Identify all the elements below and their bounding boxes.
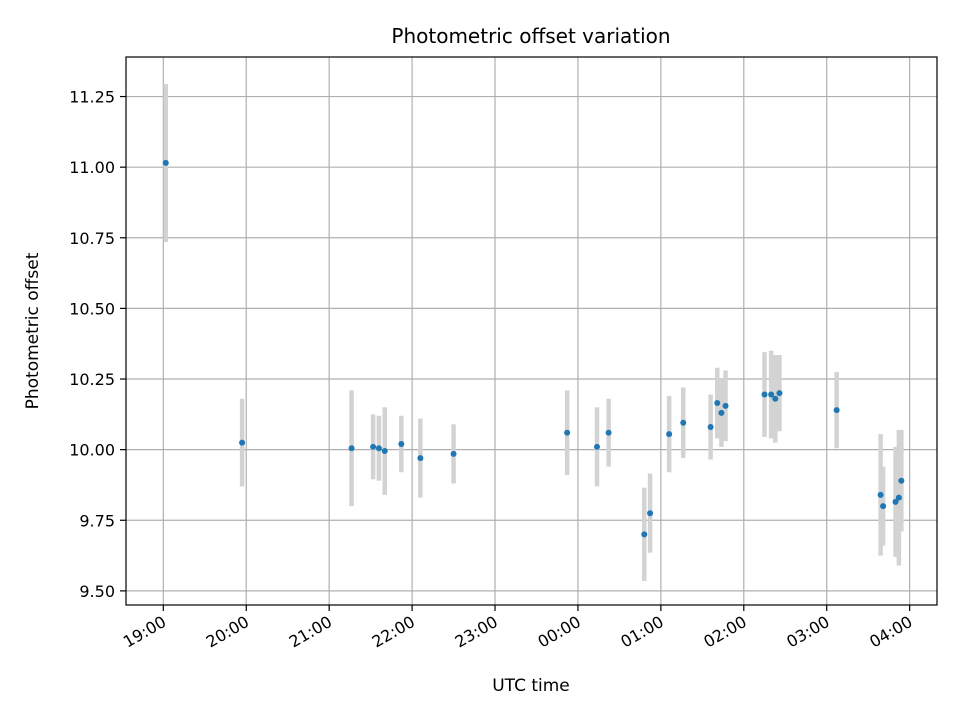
- data-point: [768, 391, 775, 398]
- data-point: [898, 477, 905, 484]
- data-point: [417, 455, 424, 462]
- data-point: [880, 503, 887, 510]
- data-point: [398, 440, 405, 447]
- data-point: [772, 395, 779, 402]
- data-point: [895, 494, 902, 501]
- data-point: [892, 498, 899, 505]
- data-point: [707, 424, 714, 431]
- data-point: [348, 445, 355, 452]
- data-point: [877, 491, 884, 498]
- data-point: [564, 429, 571, 436]
- data-point: [375, 445, 382, 452]
- y-tick-label: 10.75: [69, 229, 115, 248]
- y-tick-label: 11.25: [69, 88, 115, 107]
- data-point: [370, 443, 377, 450]
- data-points: [162, 159, 905, 538]
- y-axis-ticks: 9.50 9.75 10.00 10.25 10.50 10.75 11.00 11.25: [69, 88, 126, 601]
- data-point: [605, 429, 612, 436]
- data-point: [722, 402, 729, 409]
- chart-title: Photometric offset variation: [391, 24, 670, 48]
- x-axis-label: UTC time: [492, 676, 570, 696]
- data-point: [647, 510, 654, 517]
- data-point: [761, 391, 768, 398]
- y-axis-label: Photometric offset: [23, 252, 43, 409]
- y-tick-label: 9.50: [79, 582, 115, 601]
- data-point: [381, 448, 388, 455]
- grid: [126, 57, 937, 605]
- data-point: [776, 390, 783, 397]
- data-point: [594, 443, 601, 450]
- data-point: [162, 159, 169, 166]
- y-tick-label: 10.50: [69, 299, 115, 318]
- y-tick-label: 11.00: [69, 158, 115, 177]
- y-tick-label: 9.75: [79, 511, 115, 530]
- data-point: [714, 400, 721, 407]
- data-point: [680, 419, 687, 426]
- data-point: [718, 409, 725, 416]
- data-point: [833, 407, 840, 414]
- y-tick-label: 10.25: [69, 370, 115, 389]
- data-point: [641, 531, 648, 538]
- data-point: [239, 439, 246, 446]
- y-tick-label: 10.00: [69, 441, 115, 460]
- data-point: [450, 450, 457, 457]
- data-point: [666, 431, 673, 438]
- plot-frame: [125, 56, 938, 606]
